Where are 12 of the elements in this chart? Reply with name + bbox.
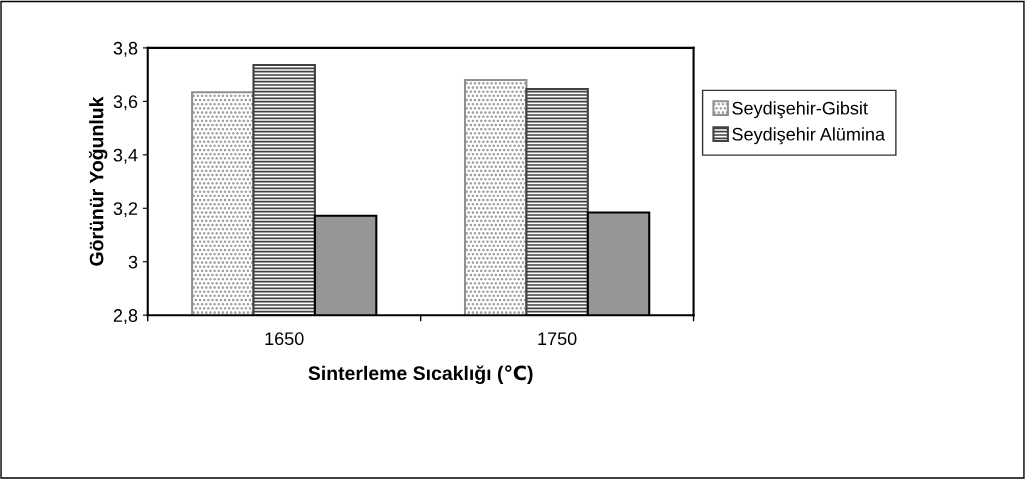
y-tick-label: 3,2 <box>113 202 138 218</box>
legend-label: Seydişehir-Gibsit <box>732 101 868 119</box>
y-tick-label: 3 <box>128 255 138 269</box>
legend-label: Seydişehir Alümina <box>732 127 886 145</box>
y-tick-label: 3,8 <box>113 41 138 57</box>
x-axis-title: Sinterleme Sıcaklığı (℃) <box>308 365 533 385</box>
y-tick-label: 3,4 <box>113 148 138 164</box>
y-tick-label: 3,6 <box>113 95 138 111</box>
x-tick-label: 1750 <box>538 332 577 346</box>
x-tick-label: 1650 <box>265 332 304 346</box>
y-tick-label: 2,8 <box>113 309 138 325</box>
y-axis-title: Görünür Yoğunluk <box>88 96 108 266</box>
